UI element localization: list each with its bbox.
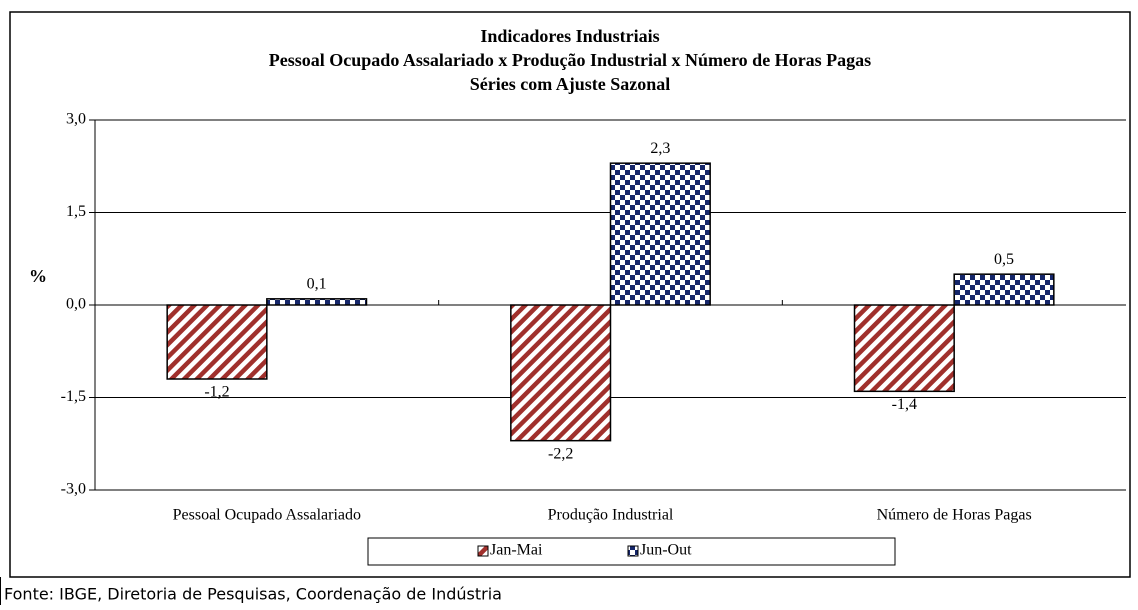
bar [266,298,368,306]
bar [510,304,612,442]
data-label: -1,4 [892,396,917,413]
chart-title: Indicadores Industriais [480,26,659,46]
legend-label: Jun-Out [640,542,692,559]
chart-subtitle: Séries com Ajuste Sazonal [470,74,670,94]
y-tick-label: 1,5 [66,203,86,220]
x-tick-label: Pessoal Ocupado Assalariado [173,507,361,524]
y-tick-label: -1,5 [61,388,86,405]
bar [166,304,268,380]
y-tick-label: -3,0 [61,481,86,498]
y-tick-label: 3,0 [66,111,86,128]
bar [953,273,1055,306]
y-axis-label: % [29,266,47,286]
x-tick-label: Produção Industrial [548,507,674,524]
legend-label: Jan-Mai [490,542,543,559]
bar [853,304,955,393]
y-tick-label: 0,0 [66,296,86,313]
source-note: Fonte: IBGE, Diretoria de Pesquisas, Coo… [4,585,502,604]
data-label: 0,1 [307,276,327,293]
bar [609,162,711,306]
data-label: -2,2 [548,445,573,462]
chart-frame [9,11,1131,578]
x-tick-label: Número de Horas Pagas [877,507,1032,524]
data-label: 2,3 [650,140,670,157]
chart-subtitle: Pessoal Ocupado Assalariado x Produção I… [269,50,871,70]
legend-swatch [477,545,489,557]
data-label: -1,2 [204,384,229,401]
legend-swatch [627,545,639,557]
data-label: 0,5 [994,251,1014,268]
